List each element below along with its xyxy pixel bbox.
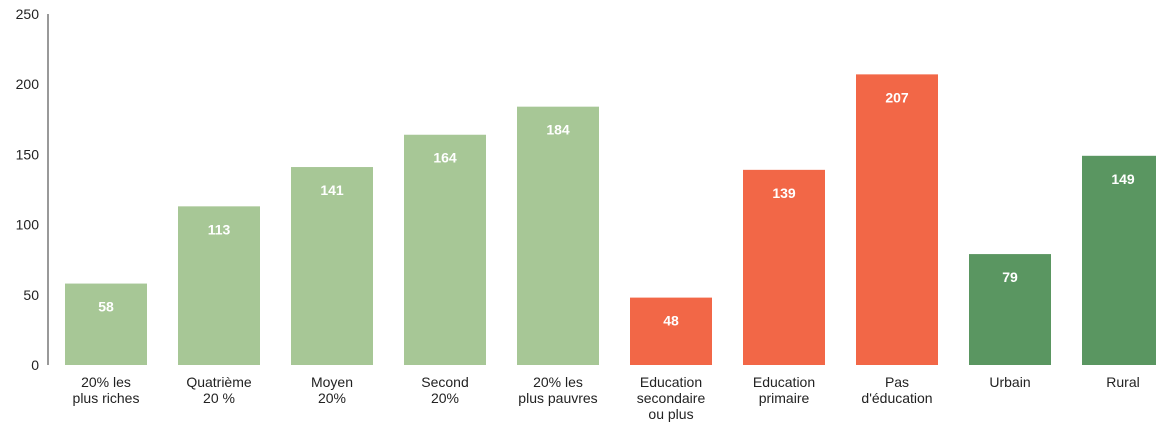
- y-tick-label: 150: [16, 146, 40, 162]
- bars: [65, 74, 1156, 365]
- y-tick-label: 50: [23, 287, 39, 303]
- bar: [630, 297, 712, 365]
- category-labels: 20% les plus riches Quatrième 20 % Moyen 20% S…: [73, 374, 1140, 422]
- x-tick-label: Education secondaire ou plus: [637, 374, 706, 422]
- bar: [743, 169, 825, 365]
- bar: [856, 74, 938, 365]
- data-label: 48: [663, 313, 679, 329]
- x-tick-label: Second 20%: [421, 374, 468, 406]
- data-label: 184: [546, 122, 570, 138]
- data-label: 207: [885, 89, 909, 105]
- data-label: 58: [98, 299, 114, 315]
- y-tick-label: 0: [31, 357, 39, 373]
- bar: [178, 206, 260, 365]
- value-labels: 58 113 141 164 184 48 139 207 79 149: [98, 89, 1135, 328]
- data-label: 164: [433, 150, 457, 166]
- x-tick-label: Pas d'éducation: [861, 374, 932, 406]
- data-label: 79: [1002, 269, 1018, 285]
- x-tick-label: Education primaire: [753, 374, 815, 406]
- x-tick-label: 20% les plus pauvres: [518, 374, 597, 406]
- bar: [65, 283, 147, 365]
- data-label: 113: [208, 221, 231, 237]
- bar: [291, 167, 373, 365]
- x-tick-label: 20% les plus riches: [73, 374, 140, 406]
- y-tick-label: 100: [16, 217, 40, 233]
- x-tick-label: Moyen 20%: [311, 374, 353, 406]
- data-label: 139: [772, 185, 796, 201]
- y-tick-label: 250: [16, 6, 40, 22]
- y-tick-label: 200: [16, 76, 40, 92]
- bar: [1082, 155, 1156, 365]
- x-tick-label: Urbain: [989, 374, 1030, 390]
- bar: [404, 134, 486, 365]
- y-axis: 0 50 100 150 200 250: [16, 6, 49, 373]
- data-label: 141: [320, 182, 344, 198]
- bar: [969, 254, 1051, 365]
- x-tick-label: Rural: [1106, 374, 1139, 390]
- x-tick-label: Quatrième 20 %: [186, 374, 252, 406]
- bar: [517, 106, 599, 365]
- data-label: 149: [1111, 171, 1135, 187]
